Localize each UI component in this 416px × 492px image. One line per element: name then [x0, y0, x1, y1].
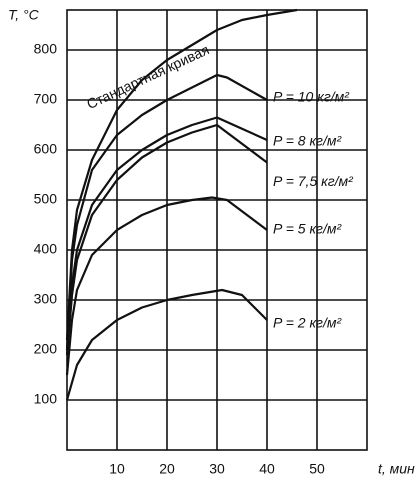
- x-tick-label: 50: [309, 461, 325, 477]
- line-series: [65, 196, 268, 376]
- y-tick-label: 500: [34, 191, 58, 207]
- x-tick-label: 30: [209, 461, 225, 477]
- x-tick-label: 10: [109, 461, 125, 477]
- line-series: [65, 123, 268, 356]
- curve-label: P = 7,5 кг/м²: [273, 173, 354, 189]
- curve-label: P = 8 кг/м²: [273, 133, 342, 149]
- x-axis-label: t, мин: [378, 461, 415, 477]
- curve-label: P = 10 кг/м²: [273, 89, 350, 105]
- y-tick-label: 400: [34, 241, 58, 257]
- curve-label: P = 2 кг/м²: [273, 315, 342, 331]
- y-tick-label: 300: [34, 291, 58, 307]
- y-tick-label: 700: [34, 91, 58, 107]
- x-tick-label: 40: [259, 461, 275, 477]
- y-tick-label: 100: [34, 391, 58, 407]
- line-series: [65, 73, 268, 351]
- curve-label: Стандартная кривая: [84, 41, 211, 112]
- line-series: [65, 288, 268, 401]
- y-tick-label: 200: [34, 341, 58, 357]
- line-series: [65, 116, 268, 351]
- y-tick-label: 600: [34, 141, 58, 157]
- x-tick-label: 20: [159, 461, 175, 477]
- curve-label: P = 5 кг/м²: [273, 221, 342, 237]
- y-tick-label: 800: [34, 41, 58, 57]
- line-series: [65, 8, 298, 341]
- y-axis-label: T, °C: [8, 7, 40, 23]
